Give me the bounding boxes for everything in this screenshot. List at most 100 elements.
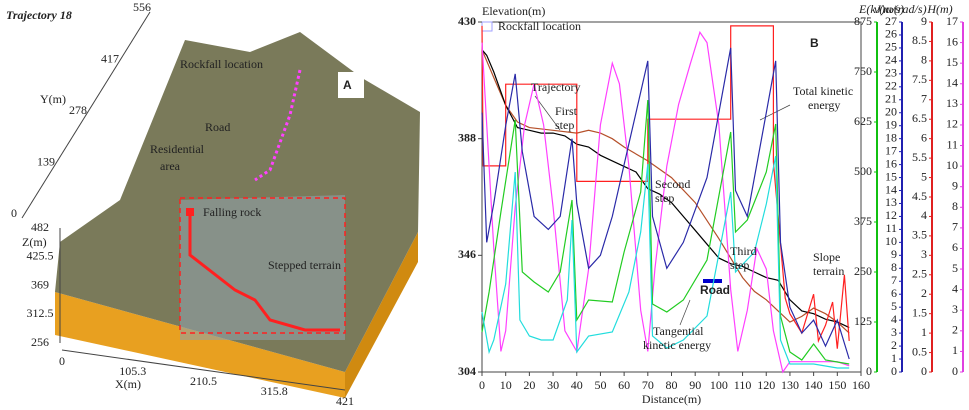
tick-label: 4.5 xyxy=(912,189,927,203)
tick-label: 0 xyxy=(952,364,958,378)
tick-label: 6 xyxy=(952,240,958,254)
y-tick-label: 388 xyxy=(458,130,476,144)
tick-label: 7 xyxy=(921,92,927,106)
tick-label: 13 xyxy=(946,96,958,110)
tick-label: 16 xyxy=(885,156,897,170)
tick-label: 9 xyxy=(921,14,927,28)
tick-label: 12 xyxy=(946,117,958,131)
annotation: Total kinetic xyxy=(793,84,853,98)
tick-label: 10 xyxy=(885,234,897,248)
tick-label: 6 xyxy=(921,130,927,144)
tick-label: 6 xyxy=(891,286,897,300)
tick-label: 1 xyxy=(952,343,958,357)
y-tick-label: 346 xyxy=(458,247,476,261)
tick-label: 3 xyxy=(952,302,958,316)
x-tick-label: 50 xyxy=(594,378,606,392)
y-tick-label: 304 xyxy=(458,364,476,378)
z-tick-label: 369 xyxy=(31,277,49,291)
annotation: terrain xyxy=(813,264,844,278)
x-tick-label: 0 xyxy=(59,354,65,368)
x-tick-label: 210.5 xyxy=(190,374,217,388)
tick-label: 11 xyxy=(885,221,897,235)
annotation: Road xyxy=(700,283,730,297)
tick-label: 875 xyxy=(854,14,872,28)
tick-label: 17 xyxy=(885,143,897,157)
z-axis-label: Z(m) xyxy=(22,235,47,249)
annotation: step xyxy=(730,258,749,272)
tick-label: 13 xyxy=(885,195,897,209)
tick-label: 23 xyxy=(885,66,897,80)
z-tick-label: 425.5 xyxy=(27,249,54,263)
dashed-box xyxy=(179,197,346,334)
axis-label: E(kJ) xyxy=(858,2,885,16)
tick-label: 625 xyxy=(854,114,872,128)
tick-label: 15 xyxy=(885,169,897,183)
axis-label: ω(rad/s) xyxy=(885,2,926,16)
annotation: Road xyxy=(205,120,230,134)
x-tick-label: 100 xyxy=(710,378,728,392)
tick-label: 5 xyxy=(921,169,927,183)
tick-label: 5 xyxy=(891,299,897,313)
x-axis-label: Distance(m) xyxy=(642,392,701,406)
annotation: Trajectory xyxy=(531,80,581,94)
tick-label: 4 xyxy=(952,281,958,295)
tick-label: 24 xyxy=(885,53,897,67)
x-tick-label: 315.8 xyxy=(261,384,288,398)
rockfall-marker xyxy=(481,21,493,32)
leader-line xyxy=(759,104,791,121)
series-line xyxy=(481,30,850,374)
annotation: step xyxy=(555,118,574,132)
annotation: Third xyxy=(730,244,757,258)
y-tick-label: 0 xyxy=(11,206,17,220)
y-tick-label: 430 xyxy=(458,14,476,28)
tick-label: 19 xyxy=(885,117,897,131)
tick-label: 0 xyxy=(921,364,927,378)
trajectory-path xyxy=(188,213,340,332)
x-axis xyxy=(61,349,346,391)
x-tick-label: 10 xyxy=(500,378,512,392)
tick-label: 10 xyxy=(946,158,958,172)
panel-a xyxy=(21,11,420,398)
tick-label: 8 xyxy=(921,53,927,67)
series-line xyxy=(481,99,850,365)
annotation: kinetic energy xyxy=(643,338,711,352)
x-tick-label: 150 xyxy=(828,378,846,392)
tick-label: 5 xyxy=(952,261,958,275)
y-axis-label: Y(m) xyxy=(40,92,66,106)
label-box xyxy=(338,72,364,98)
tick-label: 20 xyxy=(885,104,897,118)
annotation: Rockfall location xyxy=(498,19,581,33)
tick-label: 14 xyxy=(885,182,897,196)
y-tick-label: 139 xyxy=(37,154,55,168)
tick-label: 2 xyxy=(891,338,897,352)
chart-title: Trajectory 18 xyxy=(6,8,72,22)
tick-label: 500 xyxy=(854,164,872,178)
tick-label: 2.5 xyxy=(912,267,927,281)
tick-label: 250 xyxy=(854,264,872,278)
tick-label: 8 xyxy=(952,199,958,213)
tick-label: 375 xyxy=(854,214,872,228)
x-tick-label: 70 xyxy=(642,378,654,392)
tick-label: 0 xyxy=(866,364,872,378)
tick-label: 9 xyxy=(952,178,958,192)
y-tick-label: 556 xyxy=(133,0,151,14)
x-tick-label: 30 xyxy=(547,378,559,392)
tick-label: 7.5 xyxy=(912,72,927,86)
tick-label: 8.5 xyxy=(912,33,927,47)
annotation: First xyxy=(555,104,578,118)
tick-label: 26 xyxy=(885,27,897,41)
x-tick-label: 20 xyxy=(523,378,535,392)
tick-label: 17 xyxy=(946,14,958,28)
tick-label: 3 xyxy=(891,325,897,339)
series-line xyxy=(481,49,850,334)
annotation: Tangential xyxy=(653,324,704,338)
axis-label: H(m) xyxy=(926,2,952,16)
series-line xyxy=(481,49,850,329)
tick-label: 27 xyxy=(885,14,897,28)
rock-marker xyxy=(186,208,194,216)
tick-label: 7 xyxy=(952,220,958,234)
tick-label: 18 xyxy=(885,130,897,144)
annotation: area xyxy=(160,159,181,173)
z-tick-label: 256 xyxy=(31,335,49,349)
x-tick-label: 60 xyxy=(618,378,630,392)
